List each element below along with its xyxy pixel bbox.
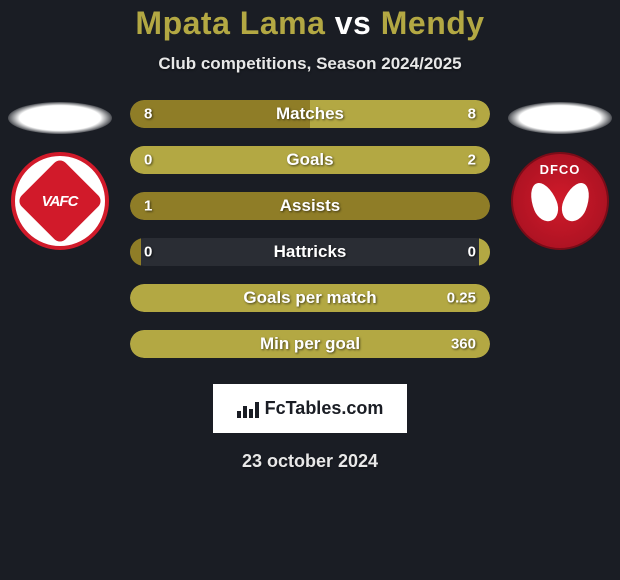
stat-label: Matches (276, 104, 344, 124)
right-side: DFCO (500, 100, 620, 250)
stat-value-right: 0 (468, 244, 476, 261)
player2-silhouette-icon (508, 102, 612, 134)
stat-row: 0 0 Hattricks (130, 238, 490, 266)
stat-row: 0.25 Goals per match (130, 284, 490, 312)
site-logo: FcTables.com (213, 384, 408, 433)
player2-club-badge: DFCO (511, 152, 609, 250)
bar-chart-icon (237, 400, 259, 418)
player1-club-badge: VAFC (11, 152, 109, 250)
title-vs: vs (335, 5, 372, 41)
stat-value-left: 0 (144, 152, 152, 169)
stat-row: 1 Assists (130, 192, 490, 220)
stat-label: Assists (280, 196, 340, 216)
stat-row: 360 Min per goal (130, 330, 490, 358)
stat-label: Min per goal (260, 334, 360, 354)
club-left-abbr: VAFC (42, 192, 78, 209)
stat-fill-right (479, 238, 490, 266)
stat-value-right: 8 (468, 106, 476, 123)
stat-label: Goals (286, 150, 333, 170)
club-right-abbr: DFCO (540, 162, 581, 177)
main-row: VAFC 8 8 Matches 0 2 Goals 1 Assists 0 0 Hattricks… (0, 100, 620, 376)
stat-value-left: 1 (144, 198, 152, 215)
stat-value-right: 2 (468, 152, 476, 169)
footer-logo: FcTables.com (0, 384, 620, 433)
comparison-card: Mpata Lama vs Mendy Club competitions, S… (0, 0, 620, 580)
stat-label: Goals per match (243, 288, 376, 308)
stat-row: 8 8 Matches (130, 100, 490, 128)
stat-label: Hattricks (274, 242, 347, 262)
player1-silhouette-icon (8, 102, 112, 134)
footer-date: 23 october 2024 (0, 451, 620, 472)
site-name: FcTables.com (265, 398, 384, 419)
subtitle: Club competitions, Season 2024/2025 (0, 54, 620, 74)
stats-bars: 8 8 Matches 0 2 Goals 1 Assists 0 0 Hattricks 0.25 G… (120, 100, 500, 376)
stat-value-left: 8 (144, 106, 152, 123)
stat-value-right: 360 (451, 336, 476, 353)
eagle-icon (530, 182, 590, 232)
page-title: Mpata Lama vs Mendy (0, 5, 620, 42)
title-player2: Mendy (381, 5, 485, 41)
stat-value-right: 0.25 (447, 290, 476, 307)
left-side: VAFC (0, 100, 120, 250)
stat-fill-left (130, 238, 141, 266)
stat-row: 0 2 Goals (130, 146, 490, 174)
stat-value-left: 0 (144, 244, 152, 261)
title-player1: Mpata Lama (135, 5, 325, 41)
